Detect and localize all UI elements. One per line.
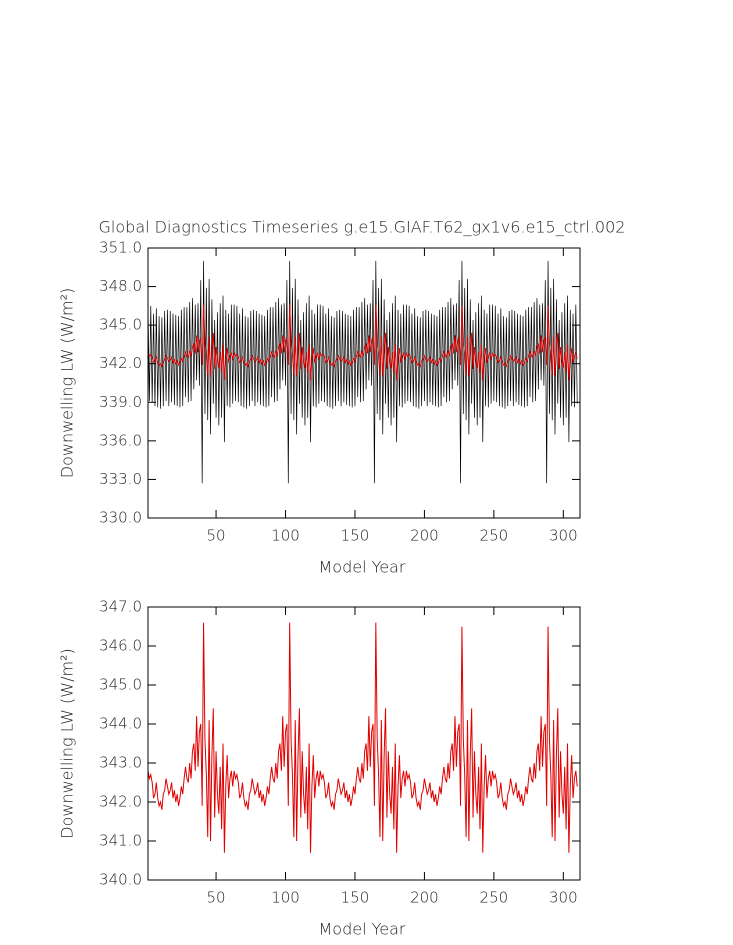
- y-tick-label: 330.0: [99, 509, 142, 527]
- y-axis-label: Downwelling LW (W/m²): [58, 648, 77, 838]
- x-tick-label: 250: [480, 889, 509, 907]
- chart-title: Global Diagnostics Timeseries g.e15.GIAF…: [99, 218, 626, 237]
- x-tick-label: 200: [410, 527, 439, 545]
- y-tick-label: 342.0: [99, 354, 142, 372]
- y-tick-label: 346.0: [99, 637, 142, 655]
- x-tick-label: 150: [341, 889, 370, 907]
- y-tick-label: 348.0: [99, 277, 142, 295]
- data-line: [147, 622, 578, 853]
- y-tick-label: 333.0: [99, 470, 142, 488]
- x-tick-label: 300: [549, 889, 578, 907]
- x-tick-label: 50: [207, 527, 226, 545]
- x-tick-label: 100: [271, 527, 300, 545]
- y-tick-label: 340.0: [99, 871, 142, 889]
- x-axis-label: Model Year: [319, 558, 406, 577]
- y-tick-label: 351.0: [99, 239, 142, 257]
- x-tick-label: 50: [207, 889, 226, 907]
- axis-frame: [147, 247, 581, 519]
- y-tick-label: 345.0: [99, 316, 142, 334]
- data-line: [147, 260, 578, 484]
- data-line: [147, 304, 578, 381]
- y-tick-label: 347.0: [99, 598, 142, 616]
- axis-frame: [147, 606, 581, 881]
- y-tick-label: 342.0: [99, 793, 142, 811]
- x-tick-label: 250: [480, 527, 509, 545]
- x-tick-label: 150: [341, 527, 370, 545]
- x-tick-label: 300: [549, 527, 578, 545]
- x-axis-label: Model Year: [319, 920, 406, 939]
- y-tick-label: 339.0: [99, 393, 142, 411]
- x-tick-label: 100: [271, 889, 300, 907]
- y-tick-label: 343.0: [99, 754, 142, 772]
- y-axis-label: Downwelling LW (W/m²): [58, 288, 77, 478]
- y-tick-label: 341.0: [99, 832, 142, 850]
- y-tick-label: 344.0: [99, 715, 142, 733]
- x-tick-label: 200: [410, 889, 439, 907]
- y-tick-label: 336.0: [99, 431, 142, 449]
- y-tick-label: 345.0: [99, 676, 142, 694]
